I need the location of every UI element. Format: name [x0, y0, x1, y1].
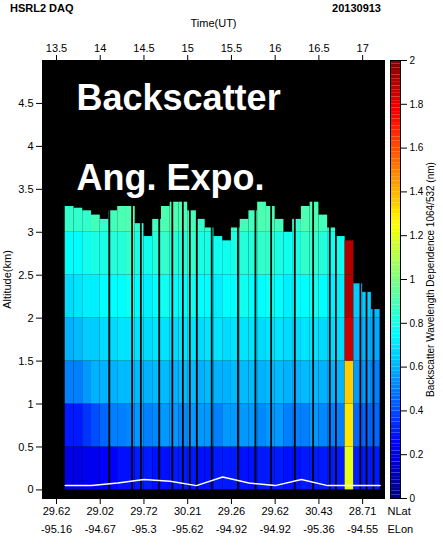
svg-text:17: 17	[357, 42, 369, 54]
svg-text:15: 15	[182, 42, 194, 54]
svg-text:-95.36: -95.36	[303, 523, 334, 535]
svg-text:28.71: 28.71	[349, 505, 377, 517]
svg-text:2.5: 2.5	[18, 269, 33, 281]
svg-text:16: 16	[269, 42, 281, 54]
svg-text:Altitude(km): Altitude(km)	[1, 250, 13, 309]
svg-text:13.5: 13.5	[46, 42, 67, 54]
svg-text:1.2: 1.2	[410, 230, 424, 241]
svg-text:0.2: 0.2	[410, 449, 424, 460]
svg-text:1.6: 1.6	[410, 142, 424, 153]
svg-text:1: 1	[410, 274, 416, 285]
svg-text:0: 0	[410, 493, 416, 504]
svg-text:0: 0	[27, 483, 33, 495]
svg-text:-94.67: -94.67	[85, 523, 116, 535]
svg-text:3.5: 3.5	[18, 183, 33, 195]
svg-text:4: 4	[27, 140, 33, 152]
svg-text:-95.62: -95.62	[172, 523, 203, 535]
svg-text:14.5: 14.5	[133, 42, 154, 54]
svg-text:0.8: 0.8	[410, 318, 424, 329]
svg-text:2: 2	[27, 312, 33, 324]
svg-text:0.6: 0.6	[410, 361, 424, 372]
html-text:HSRL2 DAQ: HSRL2 DAQ	[10, 2, 74, 14]
svg-text:29.62: 29.62	[43, 505, 71, 517]
svg-text:29.26: 29.26	[218, 505, 246, 517]
svg-text:NLat: NLat	[388, 505, 411, 517]
svg-text:-94.55: -94.55	[347, 523, 378, 535]
svg-text:16.5: 16.5	[308, 42, 329, 54]
svg-text:Time(UT): Time(UT)	[190, 17, 236, 29]
svg-text:0.4: 0.4	[410, 405, 424, 416]
svg-text:29.72: 29.72	[130, 505, 158, 517]
svg-text:-94.92: -94.92	[260, 523, 291, 535]
svg-text:15.5: 15.5	[221, 42, 242, 54]
svg-text:30.43: 30.43	[305, 505, 333, 517]
svg-text:Backscatter: Backscatter	[77, 77, 281, 118]
svg-text:30.21: 30.21	[174, 505, 202, 517]
svg-text:4.5: 4.5	[18, 97, 33, 109]
html-text:20130913: 20130913	[332, 2, 381, 14]
svg-text:14: 14	[94, 42, 106, 54]
svg-text:29.62: 29.62	[261, 505, 289, 517]
svg-text:29.02: 29.02	[86, 505, 114, 517]
svg-text:1.8: 1.8	[410, 99, 424, 110]
svg-text:1: 1	[27, 398, 33, 410]
svg-text:1.4: 1.4	[410, 186, 424, 197]
svg-text:ELon: ELon	[388, 523, 414, 535]
svg-text:1.5: 1.5	[18, 355, 33, 367]
svg-text:Backscatter Wavelength Depende: Backscatter Wavelength Dependence 1064/5…	[425, 162, 436, 397]
svg-text:0.5: 0.5	[18, 440, 33, 452]
svg-text:2: 2	[410, 55, 416, 66]
svg-text:Ang. Expo.: Ang. Expo.	[77, 157, 265, 198]
svg-text:-94.92: -94.92	[216, 523, 247, 535]
svg-text:3: 3	[27, 226, 33, 238]
svg-text:-95.16: -95.16	[41, 523, 72, 535]
svg-text:-95.3: -95.3	[131, 523, 156, 535]
